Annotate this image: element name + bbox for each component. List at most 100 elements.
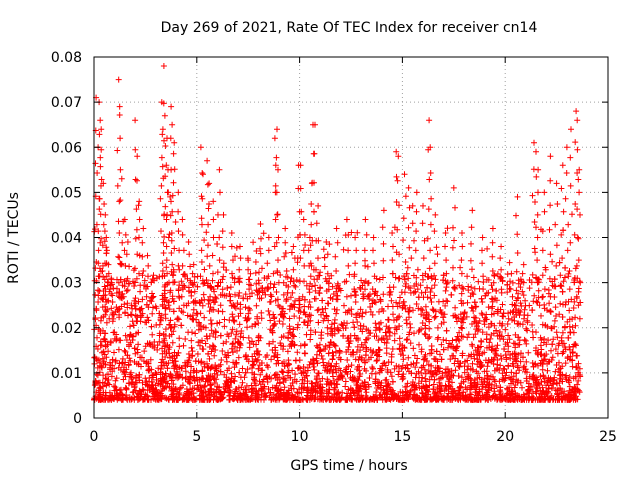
- data-point: [200, 291, 207, 298]
- data-point: [404, 336, 411, 343]
- data-point: [538, 312, 544, 319]
- data-point: [280, 314, 287, 321]
- data-point: [234, 347, 240, 354]
- data-point: [358, 356, 365, 363]
- data-point: [437, 351, 443, 358]
- data-point: [103, 319, 110, 326]
- data-point: [421, 366, 428, 373]
- data-point: [189, 329, 195, 336]
- data-point: [244, 324, 251, 331]
- data-point: [202, 340, 209, 347]
- data-point: [99, 355, 106, 362]
- data-point: [131, 303, 138, 309]
- data-point: [523, 358, 530, 365]
- data-point: [468, 284, 475, 291]
- data-point: [331, 342, 338, 349]
- data-point: [389, 387, 396, 394]
- data-point: [162, 326, 169, 333]
- data-point: [152, 303, 159, 310]
- data-point: [252, 320, 258, 327]
- data-point: [502, 372, 509, 379]
- data-point: [491, 322, 498, 329]
- data-point: [329, 356, 336, 362]
- data-point: [182, 336, 189, 342]
- data-point: [214, 269, 221, 276]
- data-point: [318, 335, 325, 342]
- data-point: [105, 348, 112, 355]
- data-point: [449, 277, 456, 284]
- data-point: [207, 317, 214, 324]
- data-point: [529, 322, 536, 328]
- data-point: [449, 337, 456, 344]
- data-point: [101, 335, 108, 342]
- data-point: [497, 362, 504, 369]
- data-point: [211, 352, 218, 359]
- data-point: [226, 291, 233, 297]
- data-point: [389, 346, 396, 352]
- data-point: [328, 272, 335, 279]
- data-point: [333, 390, 340, 397]
- data-point: [374, 357, 381, 364]
- data-point: [98, 314, 105, 321]
- data-point: [460, 395, 466, 401]
- data-point: [322, 343, 329, 349]
- data-point: [101, 238, 108, 245]
- data-point: [391, 317, 397, 324]
- data-point: [454, 333, 461, 340]
- data-point: [373, 358, 380, 364]
- data-point: [413, 301, 420, 307]
- data-point: [440, 298, 447, 305]
- data-point: [293, 277, 300, 283]
- data-point: [474, 327, 481, 334]
- data-point: [292, 283, 299, 290]
- data-point: [232, 291, 238, 298]
- data-point: [403, 337, 410, 343]
- data-point: [376, 321, 383, 327]
- data-point: [113, 331, 120, 338]
- data-point: [385, 381, 392, 388]
- data-point: [287, 294, 294, 301]
- data-point: [447, 356, 454, 363]
- data-point: [131, 359, 138, 365]
- data-point: [485, 304, 492, 311]
- data-point: [134, 349, 141, 356]
- data-point: [469, 321, 475, 327]
- data-point: [285, 360, 292, 367]
- data-point: [368, 354, 374, 361]
- data-point: [572, 314, 579, 321]
- data-point: [131, 345, 138, 352]
- data-point: [236, 321, 243, 328]
- data-point: [376, 308, 382, 315]
- data-point: [363, 395, 370, 402]
- data-point: [115, 279, 122, 286]
- data-point: [505, 332, 512, 339]
- data-point: [357, 306, 364, 313]
- data-point: [475, 278, 482, 285]
- data-point: [294, 349, 301, 356]
- data-point: [415, 380, 422, 387]
- data-point: [543, 341, 550, 348]
- data-point: [411, 352, 418, 359]
- data-point: [541, 378, 548, 385]
- data-point: [527, 383, 534, 390]
- data-point: [212, 347, 219, 353]
- data-point: [178, 384, 184, 391]
- data-point: [366, 375, 373, 381]
- data-point: [362, 359, 369, 366]
- data-point: [505, 315, 512, 322]
- data-point: [470, 334, 477, 341]
- data-point: [498, 355, 505, 362]
- data-point: [557, 282, 564, 289]
- data-point: [211, 380, 218, 386]
- data-point: [343, 349, 350, 355]
- data-point: [368, 370, 375, 377]
- data-point: [489, 343, 496, 350]
- data-point: [272, 375, 279, 381]
- data-point: [329, 349, 336, 356]
- y-tick-label: 0.07: [51, 95, 82, 111]
- data-point: [488, 373, 494, 380]
- data-point: [244, 366, 251, 373]
- data-point: [479, 329, 486, 336]
- data-point: [512, 382, 519, 388]
- data-point: [344, 320, 350, 327]
